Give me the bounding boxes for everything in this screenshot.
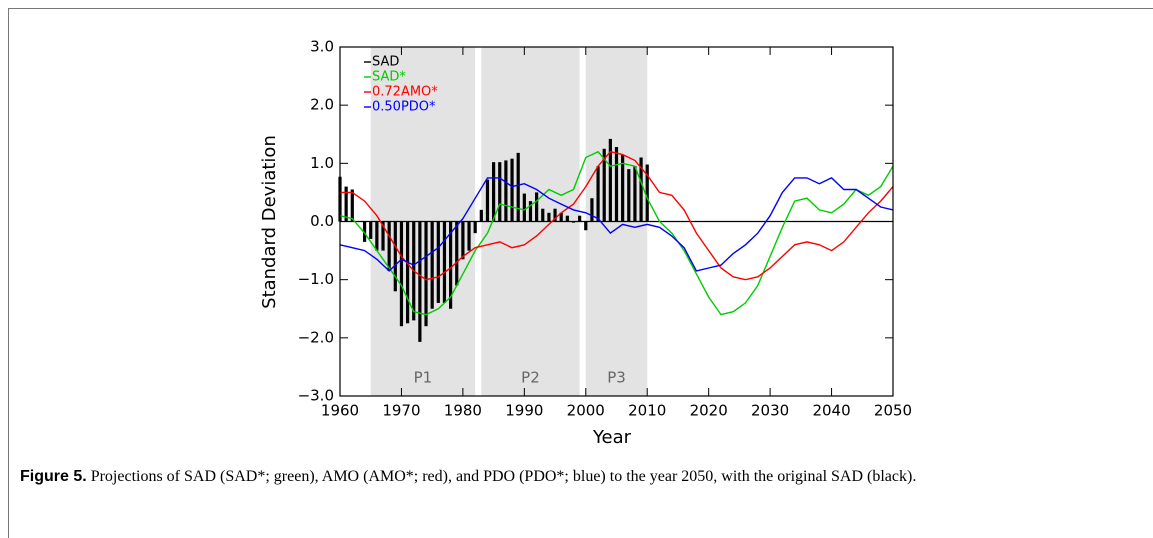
- x-tick-label: 1990: [505, 402, 543, 420]
- line: [340, 150, 894, 281]
- bar: [602, 148, 606, 222]
- bar: [485, 179, 490, 222]
- x-tick-label: 2040: [812, 402, 850, 420]
- legend-label: SAD: [372, 55, 399, 70]
- bar: [541, 208, 545, 222]
- x-tick-label: 2000: [567, 402, 605, 420]
- legend-label: 0.72AMO*: [372, 85, 438, 100]
- bar: [559, 212, 563, 222]
- x-tick-label: 1960: [321, 402, 359, 420]
- bar: [571, 221, 576, 223]
- bar: [369, 221, 373, 239]
- bar: [645, 164, 649, 222]
- bar: [522, 193, 526, 222]
- bar: [590, 198, 594, 222]
- y-tick-label: 3.0: [310, 38, 334, 56]
- bar: [350, 189, 354, 222]
- x-tick-label: 1970: [382, 402, 420, 420]
- bar: [461, 221, 465, 260]
- bar: [344, 186, 348, 222]
- caption-label: Figure 5.: [20, 468, 87, 485]
- y-tick-label: 1.0: [310, 154, 334, 172]
- x-tick-label: 1980: [444, 402, 482, 420]
- bar: [442, 221, 447, 303]
- bar: [492, 162, 496, 222]
- bar: [473, 221, 477, 234]
- y-tick-label: 2.0: [310, 96, 334, 114]
- bar: [516, 152, 520, 222]
- bar: [584, 221, 588, 231]
- period-label: P1: [414, 369, 433, 387]
- bar: [621, 154, 625, 222]
- bar: [418, 221, 422, 342]
- x-tick-label: 2010: [628, 402, 666, 420]
- bar: [627, 169, 631, 222]
- bar: [639, 157, 643, 222]
- x-axis-label: Year: [592, 427, 632, 448]
- period-label: P2: [521, 369, 540, 387]
- bar: [596, 166, 600, 222]
- bar: [467, 221, 471, 251]
- bar: [535, 192, 539, 222]
- bar: [449, 221, 453, 309]
- caption: Figure 5. Projections of SAD (SAD*; gree…: [20, 466, 1130, 488]
- y-axis-label: Standard Deviation: [259, 135, 280, 309]
- bar: [381, 221, 385, 251]
- bar: [430, 221, 434, 309]
- chart: Year Standard Deviation P1 P2 P3 SADSAD*0.7…: [259, 38, 912, 449]
- bar: [528, 201, 533, 222]
- figure-frame: [8, 8, 1153, 538]
- y-tick-label: −1.0: [298, 270, 334, 288]
- bar: [547, 212, 551, 222]
- bar: [436, 221, 440, 303]
- x-tick-label: 2050: [874, 402, 912, 420]
- caption-text: Projections of SAD (SAD*; green), AMO (A…: [90, 468, 917, 485]
- bar: [553, 208, 557, 222]
- x-tick-label: 2030: [751, 402, 789, 420]
- line: [339, 177, 894, 272]
- bar: [479, 209, 483, 222]
- bar: [633, 166, 637, 222]
- bar: [608, 138, 612, 222]
- bar: [614, 147, 619, 222]
- bar: [375, 221, 379, 251]
- bar: [405, 221, 410, 324]
- x-tick-label: 2020: [690, 402, 728, 420]
- y-tick-label: 0.0: [310, 212, 334, 230]
- bar: [387, 221, 391, 271]
- bar: [578, 215, 582, 222]
- bar: [498, 162, 502, 222]
- line: [339, 150, 894, 316]
- period-label: P3: [607, 369, 626, 387]
- bar: [362, 221, 367, 242]
- bar: [399, 221, 404, 327]
- bar: [424, 221, 428, 327]
- y-tick-label: −3.0: [298, 387, 334, 405]
- bar: [504, 160, 508, 222]
- bar: [565, 215, 569, 222]
- bar: [393, 221, 397, 292]
- y-tick-label: −2.0: [298, 328, 334, 346]
- legend-label: 0.50PDO*: [372, 100, 436, 115]
- bar: [510, 158, 514, 222]
- bar: [455, 221, 459, 286]
- legend-label: SAD*: [372, 70, 406, 85]
